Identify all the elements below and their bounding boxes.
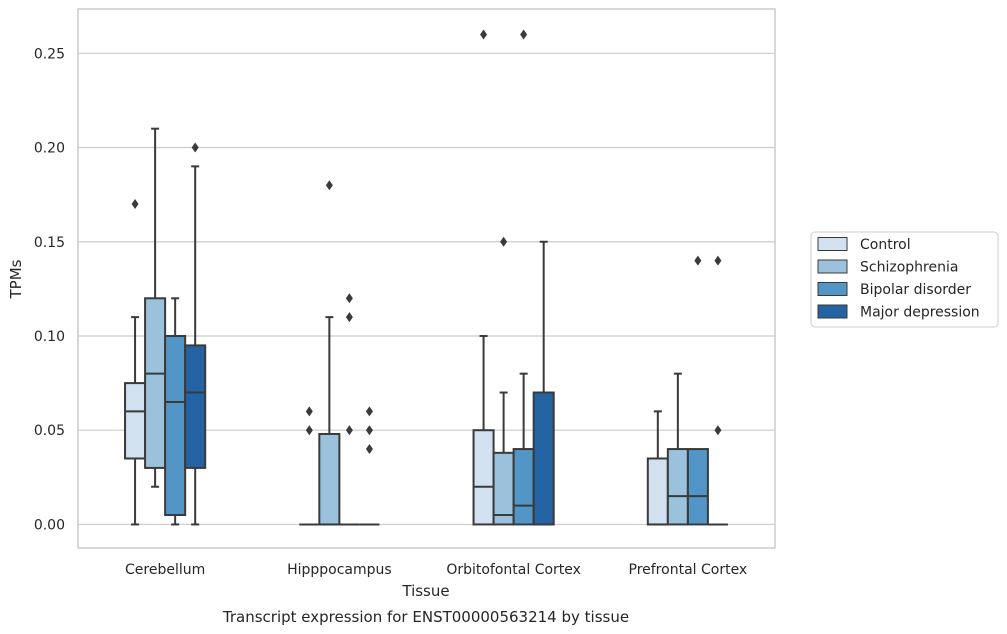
x-tick-label: Cerebellum: [125, 562, 205, 578]
legend: Control Schizophrenia Bipolar disorder Majo…: [810, 231, 999, 328]
box-body: [144, 297, 167, 469]
x-axis-label: Tissue: [401, 582, 449, 600]
box-group: [299, 406, 320, 526]
box-body: [184, 344, 207, 469]
box-group: [144, 127, 167, 488]
outlier-point: [305, 406, 313, 417]
legend-swatch: [817, 304, 848, 319]
box-body: [532, 391, 555, 526]
y-axis-label: TPMs: [7, 259, 25, 299]
box-group: [359, 406, 380, 526]
box-body: [686, 448, 709, 526]
box-group: [512, 29, 535, 526]
outlier-point: [191, 142, 199, 153]
outlier-point: [345, 293, 353, 304]
outlier-point: [500, 236, 508, 247]
box-body: [124, 382, 147, 460]
box-group: [646, 410, 669, 526]
x-tick-label: Prefrontal Cortex: [629, 562, 748, 578]
legend-label: Bipolar disorder: [860, 282, 971, 298]
axes-frame: [77, 8, 776, 549]
outlier-point: [131, 199, 139, 210]
outlier-point: [305, 425, 313, 436]
box-group: [124, 199, 147, 526]
x-tick-label: Hipppocampus: [287, 562, 392, 578]
box-group: [666, 372, 689, 526]
box-group: [686, 255, 709, 526]
y-tick-labels: 0.00 0.05 0.10 0.15 0.20 0.25: [34, 46, 65, 533]
legend-frame: [810, 231, 999, 328]
box-plots: [124, 29, 728, 526]
box-group: [318, 180, 341, 526]
y-tick-label: 0.10: [34, 329, 65, 345]
box-body: [646, 457, 669, 526]
box-group: [492, 236, 515, 526]
y-tick-label: 0.25: [34, 46, 65, 62]
outlier-point: [365, 425, 373, 436]
legend-swatch: [817, 237, 848, 251]
outlier-point: [714, 425, 722, 436]
outlier-point: [345, 425, 353, 436]
y-tick-label: 0.05: [34, 423, 65, 439]
box-body: [164, 334, 187, 517]
box-body: [472, 429, 495, 526]
legend-label: Control: [860, 237, 911, 253]
outlier-point: [714, 255, 722, 266]
box-group: [164, 297, 187, 526]
outlier-point: [365, 406, 373, 417]
box-group: [532, 240, 555, 526]
box-group: [339, 293, 360, 526]
y-tick-label: 0.00: [34, 517, 65, 533]
legend-label: Schizophrenia: [860, 260, 958, 276]
outlier-point: [694, 255, 702, 266]
outlier-point: [325, 180, 333, 191]
box-group: [707, 255, 728, 526]
y-tick-label: 0.20: [34, 141, 65, 157]
outlier-point: [520, 29, 528, 40]
box-group: [184, 142, 207, 526]
outlier-point: [365, 444, 373, 455]
box-group: [472, 29, 495, 526]
legend-items: Control Schizophrenia Bipolar disorder Majo…: [817, 237, 980, 321]
outlier-point: [345, 312, 353, 323]
y-tick-label: 0.15: [34, 235, 65, 251]
box-body: [492, 451, 515, 526]
legend-swatch: [817, 259, 848, 274]
box-body: [512, 448, 535, 526]
x-tick-labels: Cerebellum Hipppocampus Orbitofontal Corte…: [125, 562, 747, 578]
figure-caption: Transcript expression for ENST0000056321…: [222, 608, 629, 626]
box-body: [666, 448, 689, 526]
outlier-point: [480, 29, 488, 40]
box-body: [318, 432, 341, 526]
x-tick-label: Orbitofontal Cortex: [446, 562, 581, 578]
legend-label: Major depression: [860, 305, 980, 321]
legend-swatch: [817, 282, 848, 296]
